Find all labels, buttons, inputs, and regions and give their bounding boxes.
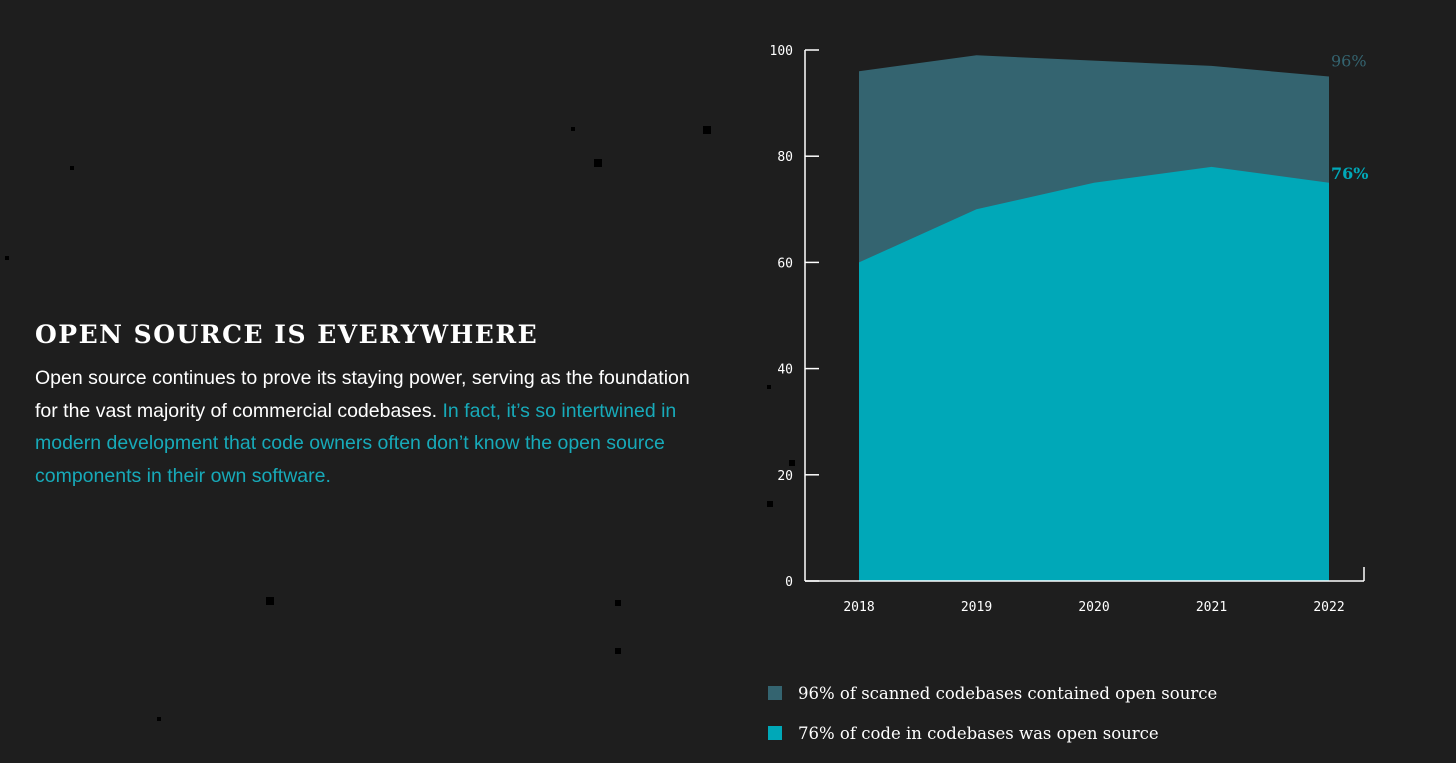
y-tick-label: 100 xyxy=(770,44,793,59)
x-tick-label: 2022 xyxy=(1313,600,1344,615)
y-tick-label: 40 xyxy=(777,363,793,378)
decor-dot xyxy=(789,460,795,466)
decor-dot xyxy=(703,126,711,134)
decor-dot xyxy=(266,597,274,605)
end-label-contained: 96% xyxy=(1331,52,1367,71)
x-tick-label: 2018 xyxy=(843,600,874,615)
end-label-code: 76% xyxy=(1331,164,1368,183)
decor-dot xyxy=(5,256,9,260)
legend-swatch-contained xyxy=(768,686,782,700)
intro-paragraph: Open source continues to prove its stayi… xyxy=(35,362,705,492)
decor-dot xyxy=(615,600,621,606)
y-tick-label: 60 xyxy=(777,256,793,271)
legend-label-contained: 96% of scanned codebases contained open … xyxy=(798,683,1218,703)
decor-dot xyxy=(157,717,161,721)
decor-dot xyxy=(70,166,74,170)
legend-label-code: 76% of code in codebases was open source xyxy=(798,723,1159,743)
y-tick-label: 80 xyxy=(777,150,793,165)
legend-item-code: 76% of code in codebases was open source xyxy=(768,720,1217,746)
decor-dot xyxy=(767,501,773,507)
y-tick-label: 20 xyxy=(777,469,793,484)
area-series-code xyxy=(859,166,1329,581)
decor-dot xyxy=(594,159,602,167)
decor-dot xyxy=(571,127,575,131)
x-tick-label: 2019 xyxy=(961,600,992,615)
intro-text-block: OPEN SOURCE IS EVERYWHERE Open source co… xyxy=(35,318,705,492)
decor-dot xyxy=(767,385,771,389)
intro-paragraph-highlight: In fact, it’s so intertwined in modern d… xyxy=(35,399,677,487)
legend-swatch-code xyxy=(768,726,782,740)
legend-item-contained: 96% of scanned codebases contained open … xyxy=(768,680,1217,706)
decor-dot xyxy=(615,648,621,654)
y-tick-label: 0 xyxy=(785,575,793,590)
x-tick-label: 2021 xyxy=(1196,600,1227,615)
x-tick-label: 2020 xyxy=(1078,600,1109,615)
section-heading: OPEN SOURCE IS EVERYWHERE xyxy=(35,320,539,349)
intro-paragraph-plain: Open source continues to prove its stayi… xyxy=(35,367,690,422)
chart-legend: 96% of scanned codebases contained open … xyxy=(768,680,1217,760)
